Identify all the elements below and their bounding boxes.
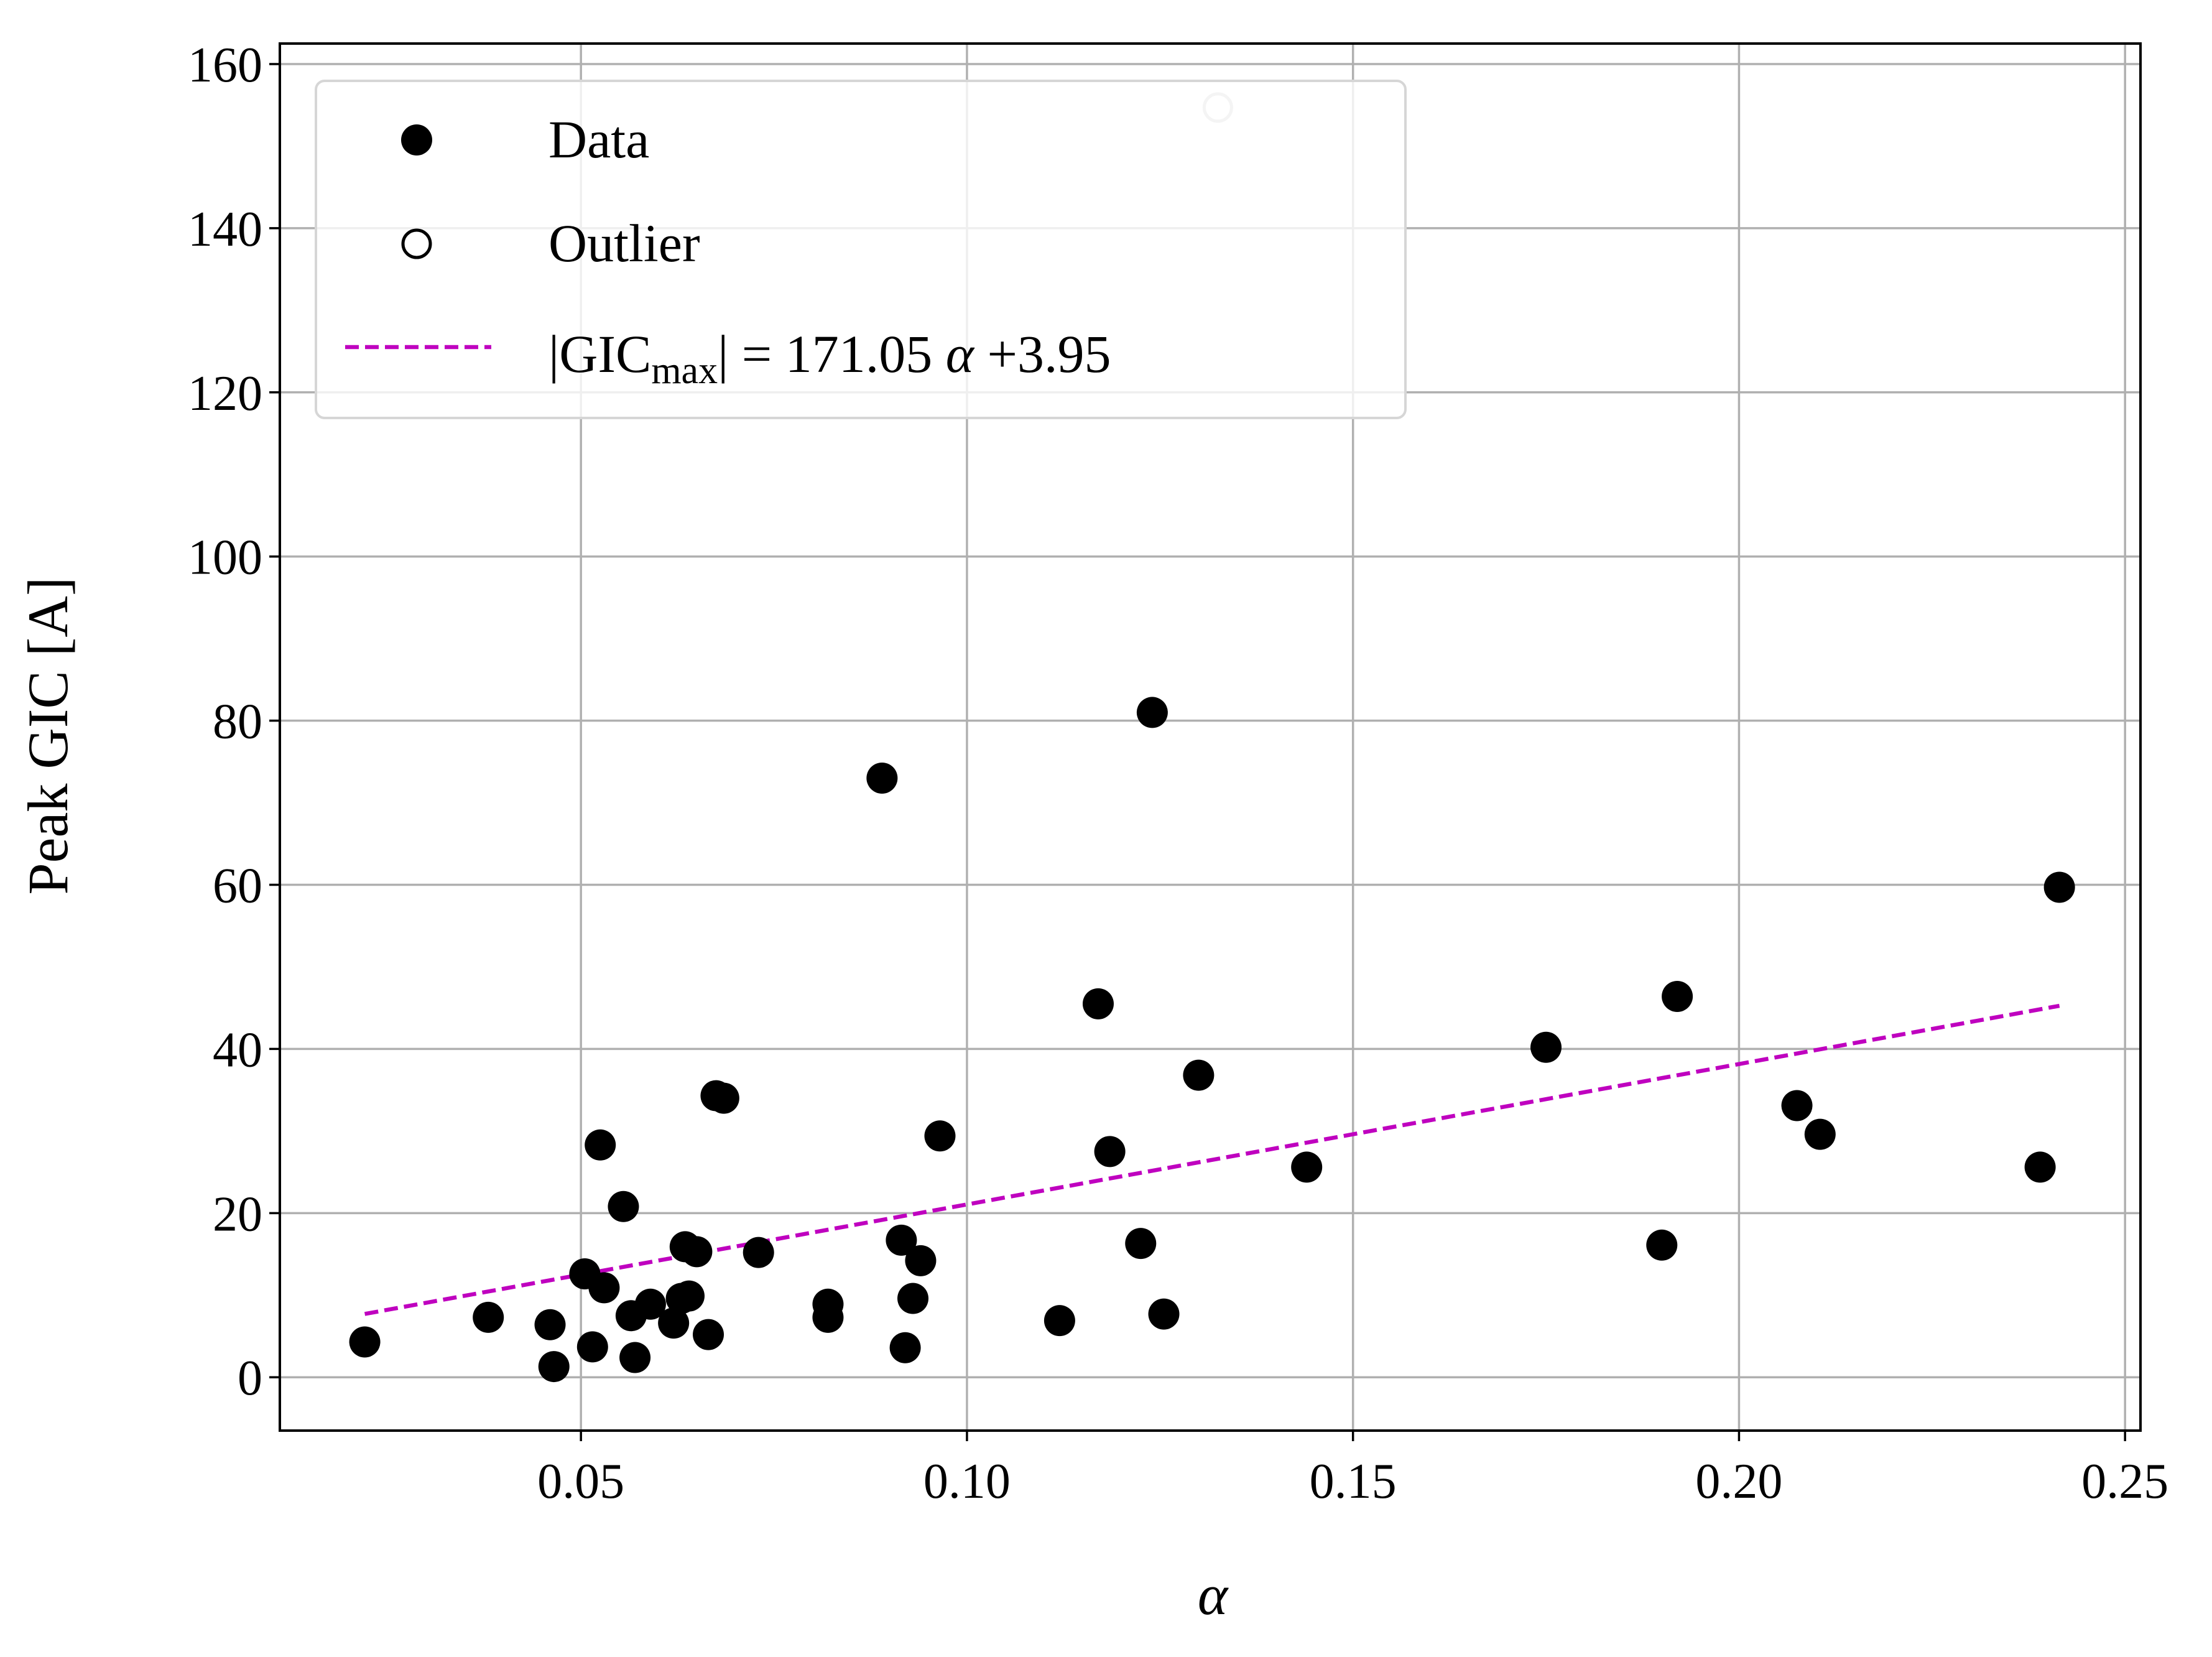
data-point	[619, 1342, 651, 1373]
data-point	[1183, 1059, 1215, 1091]
plot-frame	[279, 42, 2142, 1432]
data-point	[538, 1351, 570, 1383]
data-point	[534, 1309, 566, 1340]
data-point	[1291, 1151, 1323, 1183]
legend-marker-data	[401, 124, 432, 155]
x-tick-label: 0.05	[537, 1454, 624, 1509]
legend-fit-alpha: α	[946, 324, 975, 384]
data-point	[658, 1307, 690, 1339]
data-point	[473, 1301, 504, 1333]
data-point	[1804, 1118, 1836, 1150]
data-point	[2043, 871, 2075, 903]
data-point	[886, 1224, 917, 1256]
data-point	[588, 1272, 620, 1304]
y-tick-label: 100	[188, 531, 262, 585]
data-point	[743, 1237, 774, 1268]
y-tick-label: 120	[188, 366, 262, 421]
data-point	[2024, 1151, 2056, 1183]
data-point	[1125, 1228, 1157, 1260]
legend-fit-subscript: max	[651, 350, 718, 392]
y-tick-label: 80	[213, 695, 262, 750]
legend-fit-suffix: | = 171.05	[718, 324, 946, 384]
x-tick-label: 0.15	[1310, 1454, 1397, 1509]
x-tick-label: 0.20	[1695, 1454, 1782, 1509]
data-point	[905, 1245, 937, 1276]
data-point	[924, 1120, 956, 1152]
data-point	[1082, 988, 1114, 1019]
legend-marker-outlier	[401, 228, 432, 259]
fit-line-layer	[364, 1003, 2060, 1316]
legend: Data Outlier |GICmax| = 171.05 α +3.95	[315, 80, 1407, 419]
data-point	[1136, 697, 1168, 728]
x-axis-label: α	[1198, 1563, 1229, 1627]
legend-label-outlier: Outlier	[548, 213, 700, 273]
data-point	[1530, 1031, 1562, 1063]
data-point	[889, 1332, 921, 1363]
data-point	[693, 1319, 724, 1350]
y-tick-label: 40	[213, 1023, 262, 1077]
data-point	[1662, 980, 1693, 1012]
data-point	[576, 1331, 608, 1363]
x-tick-label: 0.25	[2081, 1454, 2168, 1509]
legend-box	[315, 80, 1407, 419]
data-point	[708, 1082, 739, 1114]
legend-fit-tail: +3.95	[974, 324, 1111, 384]
data-point	[1094, 1136, 1126, 1167]
legend-label-fit: |GICmax| = 171.05 α +3.95	[548, 324, 1111, 392]
y-tick-label: 20	[213, 1187, 262, 1242]
data-point	[585, 1129, 616, 1161]
fit-line	[364, 1003, 2060, 1316]
data-point	[1781, 1090, 1813, 1121]
legend-label-data: Data	[548, 109, 649, 169]
data-point	[1148, 1298, 1180, 1330]
data-point	[673, 1280, 705, 1312]
y-axis-label: Peak GIC [A]	[16, 577, 80, 895]
x-tick-label: 0.10	[923, 1454, 1011, 1509]
data-point	[681, 1236, 713, 1268]
data-point	[897, 1283, 929, 1314]
axis-ticks: 0.05 0.10 0.15 0.20 0.25 0 20 40 60 80 100 120 140 16…	[188, 38, 2168, 1509]
data-point	[812, 1301, 844, 1333]
data-point	[349, 1326, 381, 1358]
y-tick-label: 60	[213, 859, 262, 914]
data-point	[866, 762, 898, 794]
y-tick-label: 140	[188, 202, 262, 257]
data-point	[634, 1288, 666, 1320]
data-point	[1646, 1229, 1678, 1261]
legend-fit-prefix: |GIC	[548, 324, 651, 384]
y-tick-label: 0	[238, 1351, 262, 1406]
data-points	[349, 92, 2075, 1383]
y-tick-label: 160	[188, 38, 262, 93]
data-point	[608, 1191, 639, 1222]
data-point	[1044, 1305, 1075, 1337]
